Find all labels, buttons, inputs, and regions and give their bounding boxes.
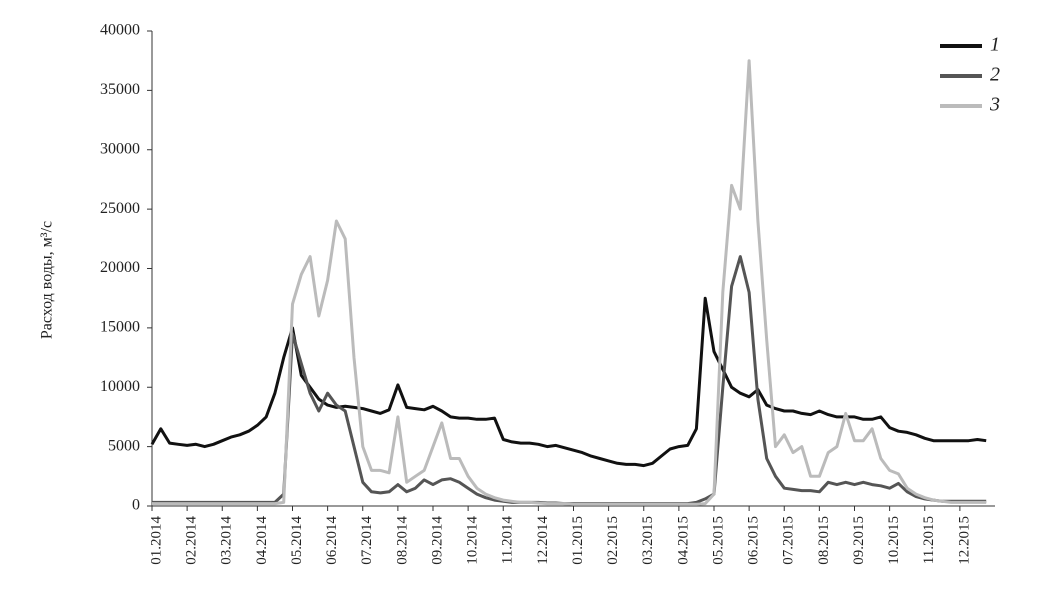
x-tick-label: 02.2014 [184,516,200,565]
x-tick-label: 07.2014 [359,516,375,565]
y-tick-label: 25000 [100,200,140,217]
x-tick-label: 02.2015 [605,516,621,565]
x-tick-label: 11.2014 [500,516,516,565]
x-tick-label: 09.2015 [851,516,867,565]
x-tick-label: 10.2014 [465,516,481,565]
x-tick-label: 04.2015 [675,516,691,565]
y-tick-label: 35000 [100,81,140,98]
x-tick-label: 03.2014 [219,516,235,565]
legend-label: 3 [989,94,1000,116]
legend-label: 1 [990,34,1000,56]
y-tick-label: 15000 [100,319,140,336]
x-tick-label: 10.2015 [886,516,902,565]
legend-label: 2 [990,64,1000,86]
y-tick-label: 5000 [108,437,140,454]
y-axis-label: Расход воды, м³/с [39,221,56,339]
x-tick-label: 12.2014 [535,516,551,565]
x-tick-label: 05.2014 [289,516,305,565]
y-tick-label: 30000 [100,140,140,157]
x-tick-label: 05.2015 [710,516,726,565]
x-tick-label: 07.2015 [781,516,797,565]
x-tick-label: 06.2014 [324,516,340,565]
x-tick-label: 04.2014 [254,516,270,565]
y-tick-label: 40000 [100,22,140,39]
x-tick-label: 03.2015 [640,516,656,565]
y-tick-label: 0 [132,497,140,514]
series-line [152,59,987,506]
x-tick-label: 11.2015 [921,516,937,564]
x-tick-label: 06.2015 [746,516,762,565]
x-tick-label: 12.2015 [956,516,972,565]
x-tick-label: 01.2014 [148,516,164,565]
x-tick-label: 08.2014 [394,516,410,565]
y-tick-label: 20000 [100,259,140,276]
x-tick-label: 09.2014 [429,516,445,565]
y-tick-label: 10000 [100,378,140,395]
x-tick-label: 01.2015 [570,516,586,565]
x-tick-label: 08.2015 [816,516,832,565]
